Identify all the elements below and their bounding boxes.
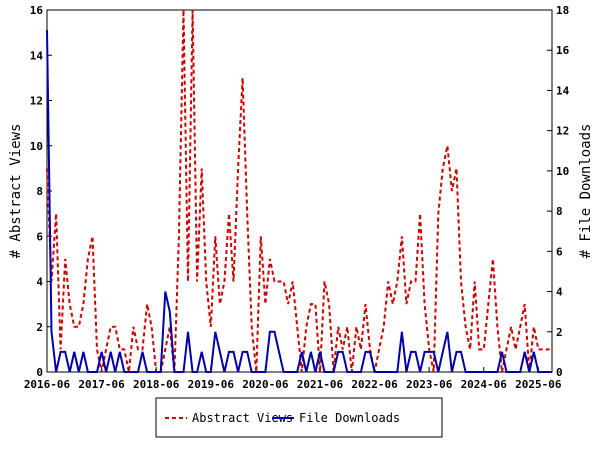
- y-tick-label: 10: [30, 140, 43, 153]
- x-tick-label: 2018-06: [133, 378, 180, 391]
- y2-tick-label: 6: [556, 245, 563, 258]
- y2-tick-label: 14: [556, 84, 570, 97]
- y2-axis-label: # File Downloads: [578, 124, 594, 259]
- series-line: [46, 9, 552, 373]
- legend-label: File Downloads: [299, 411, 400, 425]
- y2-tick-label: 12: [556, 125, 569, 138]
- x-tick-label: 2025-06: [515, 378, 562, 391]
- x-tick-label: 2017-06: [78, 378, 125, 391]
- y-tick-label: 2: [36, 321, 43, 334]
- y2-tick-label: 4: [556, 286, 563, 299]
- legend-label: Abstract Views: [192, 411, 293, 425]
- y2-tick-label: 8: [556, 205, 563, 218]
- legend: [155, 397, 443, 438]
- x-tick-label: 2020-06: [242, 378, 289, 391]
- y-tick-label: 14: [30, 49, 44, 62]
- x-tick-label: 2023-06: [406, 378, 453, 391]
- x-tick-label: 2024-06: [461, 378, 508, 391]
- y-tick-label: 0: [36, 366, 43, 379]
- y-tick-label: 4: [36, 276, 43, 289]
- y-tick-label: 8: [36, 185, 43, 198]
- y-axis-label: # Abstract Views: [8, 124, 24, 259]
- y2-tick-label: 10: [556, 165, 569, 178]
- y2-tick-label: 0: [556, 366, 563, 379]
- y-tick-label: 16: [30, 4, 44, 17]
- y2-tick-label: 18: [556, 4, 569, 17]
- series-line: [46, 30, 552, 373]
- x-tick-label: 2021-06: [297, 378, 344, 391]
- x-tick-label: 2022-06: [351, 378, 398, 391]
- x-tick-label: 2019-06: [188, 378, 235, 391]
- y-tick-label: 12: [30, 95, 43, 108]
- y2-tick-label: 16: [556, 44, 570, 57]
- y2-tick-label: 2: [556, 326, 563, 339]
- y-tick-label: 6: [36, 230, 43, 243]
- x-tick-label: 2016-06: [24, 378, 71, 391]
